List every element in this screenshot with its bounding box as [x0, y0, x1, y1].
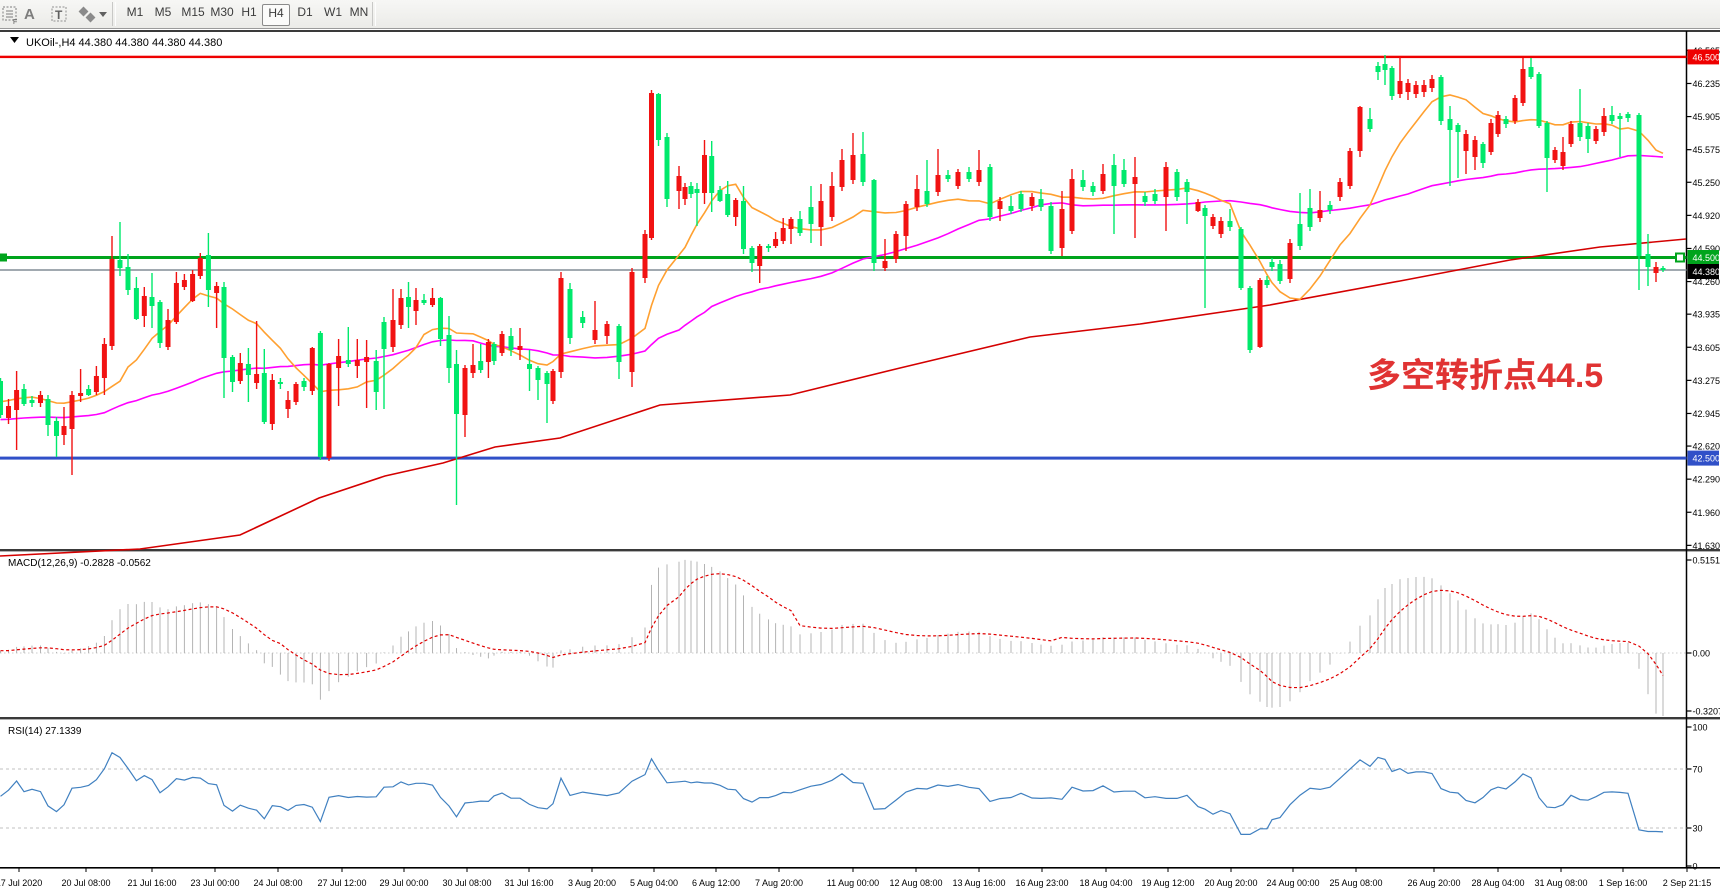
svg-text:44.920: 44.920	[1693, 211, 1720, 221]
svg-text:41.960: 41.960	[1693, 508, 1720, 518]
svg-text:25 Aug 08:00: 25 Aug 08:00	[1329, 878, 1382, 888]
svg-text:100: 100	[1693, 723, 1708, 733]
svg-text:6 Aug 12:00: 6 Aug 12:00	[692, 878, 740, 888]
svg-text:45.250: 45.250	[1693, 178, 1720, 188]
svg-text:A: A	[24, 6, 35, 23]
svg-text:46.235: 46.235	[1693, 79, 1720, 89]
svg-text:43.275: 43.275	[1693, 376, 1720, 386]
svg-text:42.620: 42.620	[1693, 442, 1720, 452]
svg-text:0.5151: 0.5151	[1693, 556, 1720, 566]
svg-text:46.500: 46.500	[1693, 52, 1720, 62]
svg-text:30 Jul 08:00: 30 Jul 08:00	[442, 878, 491, 888]
svg-text:5 Aug 04:00: 5 Aug 04:00	[630, 878, 678, 888]
svg-text:70: 70	[1693, 765, 1703, 775]
svg-text:26 Aug 20:00: 26 Aug 20:00	[1407, 878, 1460, 888]
svg-text:42.945: 42.945	[1693, 409, 1720, 419]
svg-text:24 Aug 00:00: 24 Aug 00:00	[1266, 878, 1319, 888]
svg-text:19 Aug 12:00: 19 Aug 12:00	[1141, 878, 1194, 888]
svg-text:43.935: 43.935	[1693, 310, 1720, 320]
svg-text:44.5: 44.5	[1537, 357, 1603, 395]
svg-text:13 Aug 16:00: 13 Aug 16:00	[952, 878, 1005, 888]
svg-text:7 Aug 20:00: 7 Aug 20:00	[755, 878, 803, 888]
svg-text:MACD(12,26,9) -0.2828 -0.0562: MACD(12,26,9) -0.2828 -0.0562	[8, 558, 151, 569]
svg-text:T: T	[55, 8, 63, 22]
svg-text:20 Jul 08:00: 20 Jul 08:00	[61, 878, 110, 888]
svg-text:24 Jul 08:00: 24 Jul 08:00	[253, 878, 302, 888]
svg-text:43.605: 43.605	[1693, 343, 1720, 353]
svg-text:0.00: 0.00	[1693, 649, 1711, 659]
svg-text:45.905: 45.905	[1693, 112, 1720, 122]
svg-text:29 Jul 00:00: 29 Jul 00:00	[379, 878, 428, 888]
svg-text:2 Sep 21:15: 2 Sep 21:15	[1663, 878, 1712, 888]
svg-text:44.590: 44.590	[1693, 244, 1720, 254]
svg-text:18 Aug 04:00: 18 Aug 04:00	[1079, 878, 1132, 888]
svg-text:20 Aug 20:00: 20 Aug 20:00	[1204, 878, 1257, 888]
svg-text:21 Jul 16:00: 21 Jul 16:00	[127, 878, 176, 888]
svg-text:12 Aug 08:00: 12 Aug 08:00	[889, 878, 942, 888]
svg-text:23 Jul 00:00: 23 Jul 00:00	[190, 878, 239, 888]
svg-text:RSI(14) 27.1339: RSI(14) 27.1339	[8, 726, 82, 737]
svg-text:F: F	[13, 19, 17, 26]
svg-text:41.630: 41.630	[1693, 541, 1720, 551]
svg-text:44.380: 44.380	[1693, 267, 1720, 277]
svg-text:44.260: 44.260	[1693, 277, 1720, 287]
svg-text:3 Aug 20:00: 3 Aug 20:00	[568, 878, 616, 888]
svg-text:17 Jul 2020: 17 Jul 2020	[0, 878, 42, 888]
svg-text:1 Sep 16:00: 1 Sep 16:00	[1599, 878, 1648, 888]
svg-text:42.290: 42.290	[1693, 475, 1720, 485]
svg-text:16 Aug 23:00: 16 Aug 23:00	[1015, 878, 1068, 888]
svg-text:42.500: 42.500	[1693, 454, 1720, 464]
svg-text:31 Jul 16:00: 31 Jul 16:00	[504, 878, 553, 888]
svg-text:-0.3207: -0.3207	[1693, 707, 1720, 717]
svg-text:UKOil-,H4 44.380 44.380 44.38: UKOil-,H4 44.380 44.380 44.380 44.380	[26, 37, 222, 49]
svg-text:0: 0	[1693, 862, 1698, 872]
svg-text:44.500: 44.500	[1693, 253, 1720, 263]
svg-text:28 Aug 04:00: 28 Aug 04:00	[1471, 878, 1524, 888]
svg-text:30: 30	[1693, 824, 1703, 834]
svg-text:11 Aug 00:00: 11 Aug 00:00	[827, 878, 879, 888]
svg-text:45.575: 45.575	[1693, 145, 1720, 155]
svg-text:31 Aug 08:00: 31 Aug 08:00	[1534, 878, 1587, 888]
svg-text:27 Jul 12:00: 27 Jul 12:00	[317, 878, 366, 888]
